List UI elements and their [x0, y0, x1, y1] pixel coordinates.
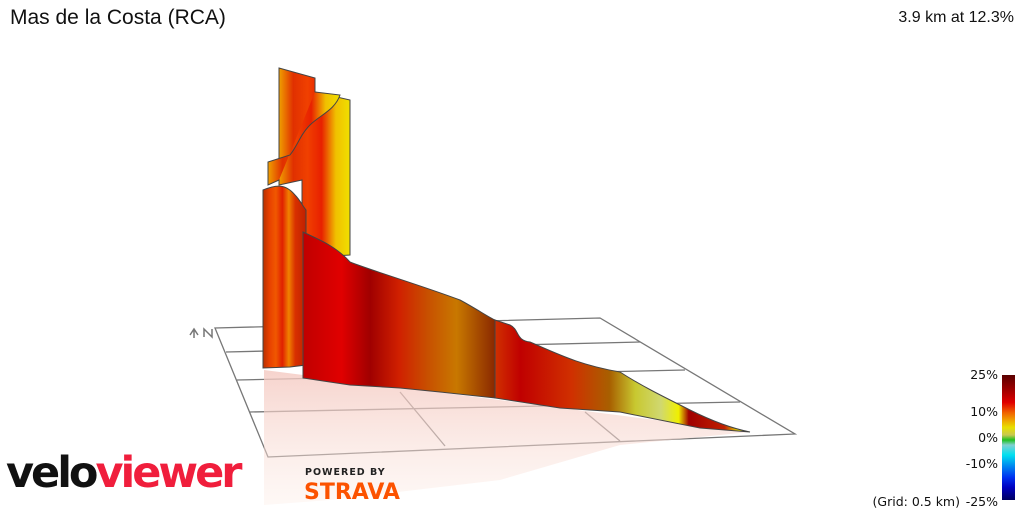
profile-wall-front-left — [262, 185, 307, 369]
segment-summary: 3.9 km at 12.3% — [898, 9, 1014, 26]
veloviewer-logo[interactable]: veloviewer — [6, 452, 243, 495]
legend-label-0: 0% — [978, 430, 998, 445]
legend-label-neg10: -10% — [965, 456, 998, 471]
profile-wall-top — [278, 67, 351, 259]
profile-wall-lower — [494, 319, 751, 433]
powered-by-label: POWERED BY — [305, 467, 386, 478]
profile-wall-middle — [302, 231, 496, 399]
legend-label-neg25: -25% — [965, 494, 998, 509]
north-indicator-icon — [189, 327, 213, 339]
strava-logo[interactable]: STRAVA — [304, 480, 400, 505]
legend-label-25: 25% — [970, 367, 998, 382]
logo-velo: velo — [6, 448, 99, 498]
grid-note: (Grid: 0.5 km) — [872, 494, 960, 509]
profile-reflection — [264, 370, 750, 505]
segment-title: Mas de la Costa (RCA) — [10, 6, 226, 29]
legend-label-10: 10% — [970, 404, 998, 419]
gradient-color-scale — [1002, 375, 1015, 500]
logo-viewer: viewer — [95, 448, 242, 498]
